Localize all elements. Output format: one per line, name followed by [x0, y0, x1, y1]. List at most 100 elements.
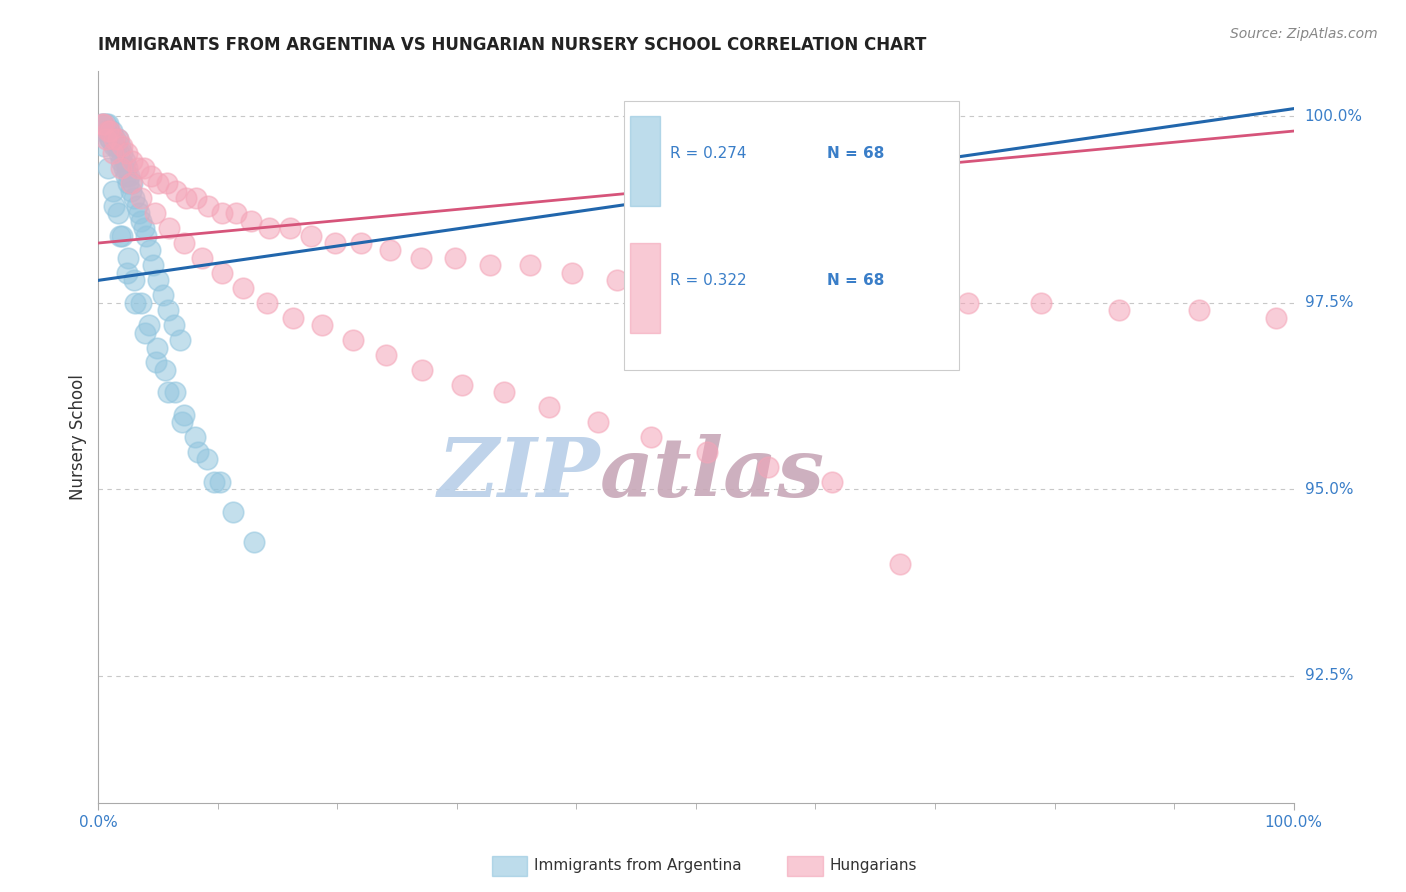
Point [121, 177, 143, 191]
Point [299, 228, 322, 243]
Point [163, 318, 186, 332]
Point [146, 341, 169, 355]
Point [120, 184, 142, 198]
Point [378, 244, 401, 258]
Point [256, 295, 278, 310]
Text: 95.0%: 95.0% [1305, 482, 1353, 497]
Point [96, 124, 118, 138]
Point [115, 161, 138, 176]
Point [131, 191, 153, 205]
Point [115, 169, 138, 183]
Point [350, 235, 373, 250]
Point [145, 355, 167, 369]
Point [342, 333, 364, 347]
Point [163, 385, 186, 400]
Point [98, 131, 122, 145]
Text: R = 0.322: R = 0.322 [669, 273, 747, 288]
Point [173, 408, 195, 422]
Point [174, 191, 197, 205]
Point [91, 117, 114, 131]
Point [139, 244, 162, 258]
Point [117, 251, 139, 265]
Point [169, 333, 191, 347]
Point [195, 452, 218, 467]
Point [118, 169, 141, 183]
Point [259, 221, 281, 235]
Text: Immigrants from Argentina: Immigrants from Argentina [534, 858, 742, 872]
Point [172, 415, 194, 429]
Point [696, 445, 718, 459]
Point [202, 475, 225, 489]
Point [519, 259, 541, 273]
Point [411, 251, 433, 265]
Point [243, 534, 266, 549]
Text: N = 68: N = 68 [827, 146, 884, 161]
Point [222, 505, 245, 519]
Text: R = 0.274: R = 0.274 [669, 146, 747, 161]
Point [124, 273, 146, 287]
Point [537, 401, 560, 415]
Point [127, 161, 149, 176]
Point [278, 221, 301, 235]
Point [443, 251, 465, 265]
Text: Hungarians: Hungarians [830, 858, 917, 872]
Point [105, 139, 128, 153]
Text: 100.0%: 100.0% [1305, 109, 1362, 124]
Text: 92.5%: 92.5% [1305, 668, 1353, 683]
Point [492, 385, 515, 400]
Point [586, 415, 609, 429]
Point [100, 124, 122, 138]
Point [115, 266, 138, 280]
Point [107, 146, 129, 161]
Point [124, 295, 146, 310]
Point [128, 206, 150, 220]
Point [103, 199, 125, 213]
Point [94, 131, 117, 145]
Point [104, 131, 127, 145]
Point [225, 206, 247, 220]
Point [98, 124, 121, 138]
Text: Source: ZipAtlas.com: Source: ZipAtlas.com [1230, 27, 1378, 41]
Point [91, 117, 114, 131]
Text: N = 68: N = 68 [827, 273, 884, 288]
Point [186, 191, 208, 205]
Point [132, 221, 155, 235]
Bar [630, 116, 661, 206]
Point [232, 281, 254, 295]
Point [107, 206, 129, 220]
Point [1031, 295, 1053, 310]
Point [187, 445, 209, 459]
Point [561, 266, 583, 280]
Point [191, 251, 214, 265]
Y-axis label: Nursery School: Nursery School [69, 374, 87, 500]
Point [125, 199, 148, 213]
Text: IMMIGRANTS FROM ARGENTINA VS HUNGARIAN NURSERY SCHOOL CORRELATION CHART: IMMIGRANTS FROM ARGENTINA VS HUNGARIAN N… [98, 36, 927, 54]
Point [152, 288, 174, 302]
Point [450, 377, 472, 392]
Point [240, 213, 263, 227]
Point [134, 326, 156, 340]
Point [640, 430, 662, 444]
Point [707, 281, 730, 295]
Point [824, 288, 846, 302]
Point [411, 363, 433, 377]
Point [93, 124, 115, 138]
Point [117, 177, 139, 191]
Point [138, 318, 160, 332]
Point [606, 273, 628, 287]
Point [112, 161, 135, 176]
Point [957, 295, 980, 310]
Point [211, 206, 233, 220]
Point [156, 303, 179, 318]
Text: ZIP: ZIP [437, 434, 600, 514]
Point [108, 228, 131, 243]
Point [132, 161, 155, 176]
Point [111, 228, 134, 243]
Point [142, 259, 165, 273]
Point [114, 153, 136, 168]
Point [135, 228, 157, 243]
Point [211, 266, 233, 280]
Point [143, 206, 166, 220]
Point [111, 146, 134, 161]
Point [139, 169, 162, 183]
